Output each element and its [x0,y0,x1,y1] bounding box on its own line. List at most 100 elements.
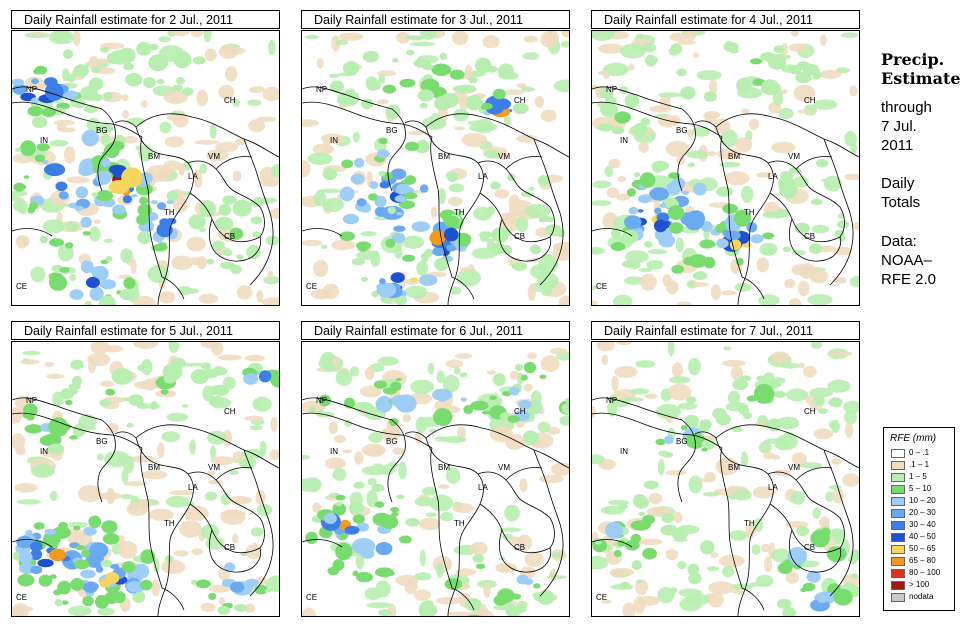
rain-cell [172,84,184,92]
rain-cell [771,548,791,563]
rain-cell [738,533,745,541]
rain-cell [758,441,772,454]
rain-cell [78,165,93,177]
rain-cell [756,172,773,178]
rainfall-map-canvas: NP CH IN BG BM VM LA TH CB CE [592,342,859,616]
rain-cell [597,123,614,132]
rain-cell [762,247,776,256]
rain-cell [166,412,189,422]
country-border [97,108,116,192]
rain-cell [262,86,279,102]
rain-cell [229,196,237,203]
rain-cell [453,367,461,375]
rain-cell [693,182,707,196]
rain-cell [753,383,775,404]
rain-cell [669,587,678,594]
rain-cell [592,300,598,305]
rain-cell [161,559,186,575]
rain-cell [634,172,641,178]
rain-cell [15,147,22,152]
country-border [425,113,569,158]
rain-cell [486,370,497,375]
rain-cell [763,438,789,444]
rain-cell [455,568,477,576]
rain-cell [380,570,391,578]
rain-cell [468,609,494,616]
rain-cell [149,401,159,410]
rain-cell [780,171,793,182]
rain-cell [421,486,438,496]
country-border [12,539,53,548]
rain-cell [103,91,113,101]
rain-cell [470,541,488,556]
rain-cell [592,246,602,255]
rain-cell [686,420,699,428]
rain-cell [72,424,86,437]
rain-cell [63,49,74,60]
rain-cell [97,607,115,616]
country-border [187,160,265,238]
rain-cell [811,342,823,349]
rain-cell [376,99,389,105]
rain-cell [642,43,657,53]
rain-cell [217,605,231,615]
rain-cell [810,529,830,548]
rain-cell [232,533,239,544]
rainfall-map-canvas: NP CH IN BG BM VM LA TH CB CE [12,342,279,616]
rain-cell [844,173,859,181]
rain-cell [621,229,639,244]
rain-cell [709,78,718,95]
rain-cell [171,31,191,37]
rain-cell [716,186,733,197]
rain-cell [437,99,450,109]
rain-cell [349,501,364,515]
rain-cell [509,536,523,545]
country-label-in: IN [330,447,338,456]
rain-cell [352,570,359,577]
rain-cell [94,67,116,75]
rain-cell [27,106,43,117]
rain-cell [318,394,331,407]
country-label-ch: CH [224,96,236,105]
date-line2: 2011 [881,137,914,154]
country-border [592,101,723,138]
country-border [215,156,253,170]
rain-cell [224,562,236,572]
rain-cell [256,116,277,122]
rain-cell [541,215,553,223]
rain-cell [49,238,64,247]
rain-cell [502,391,512,397]
rain-cell [718,554,745,568]
rain-cell [825,491,835,502]
rain-cell [139,196,149,205]
rain-cell [642,547,657,560]
rain-cell [530,435,539,444]
rain-cell [725,230,741,241]
rain-cell [724,171,750,186]
rain-cell [42,219,66,234]
rain-cell [182,404,189,408]
rain-cell [515,363,523,371]
rain-cell [540,31,557,48]
rain-cell [460,267,472,272]
country-border [114,120,137,128]
rain-cell [218,203,231,216]
country-border [741,276,765,300]
rain-cell [143,77,156,89]
country-label-bg: BG [96,126,108,135]
rain-cell [265,235,279,246]
rain-cell [448,183,465,193]
rain-cell [305,531,318,544]
rain-cell [245,578,259,587]
rain-cell [604,165,614,177]
rain-cell [692,126,711,137]
rain-cell [701,447,708,452]
rain-cell [539,374,547,379]
country-label-th: TH [164,208,175,217]
rain-cell [446,244,456,252]
rain-cell [793,84,816,102]
rainfall-map: NP CH IN BG BM VM LA TH CB CE [591,341,860,617]
rain-cell [676,301,692,305]
rain-cell [639,172,656,188]
legend-label: 0 – .1 [909,448,930,457]
